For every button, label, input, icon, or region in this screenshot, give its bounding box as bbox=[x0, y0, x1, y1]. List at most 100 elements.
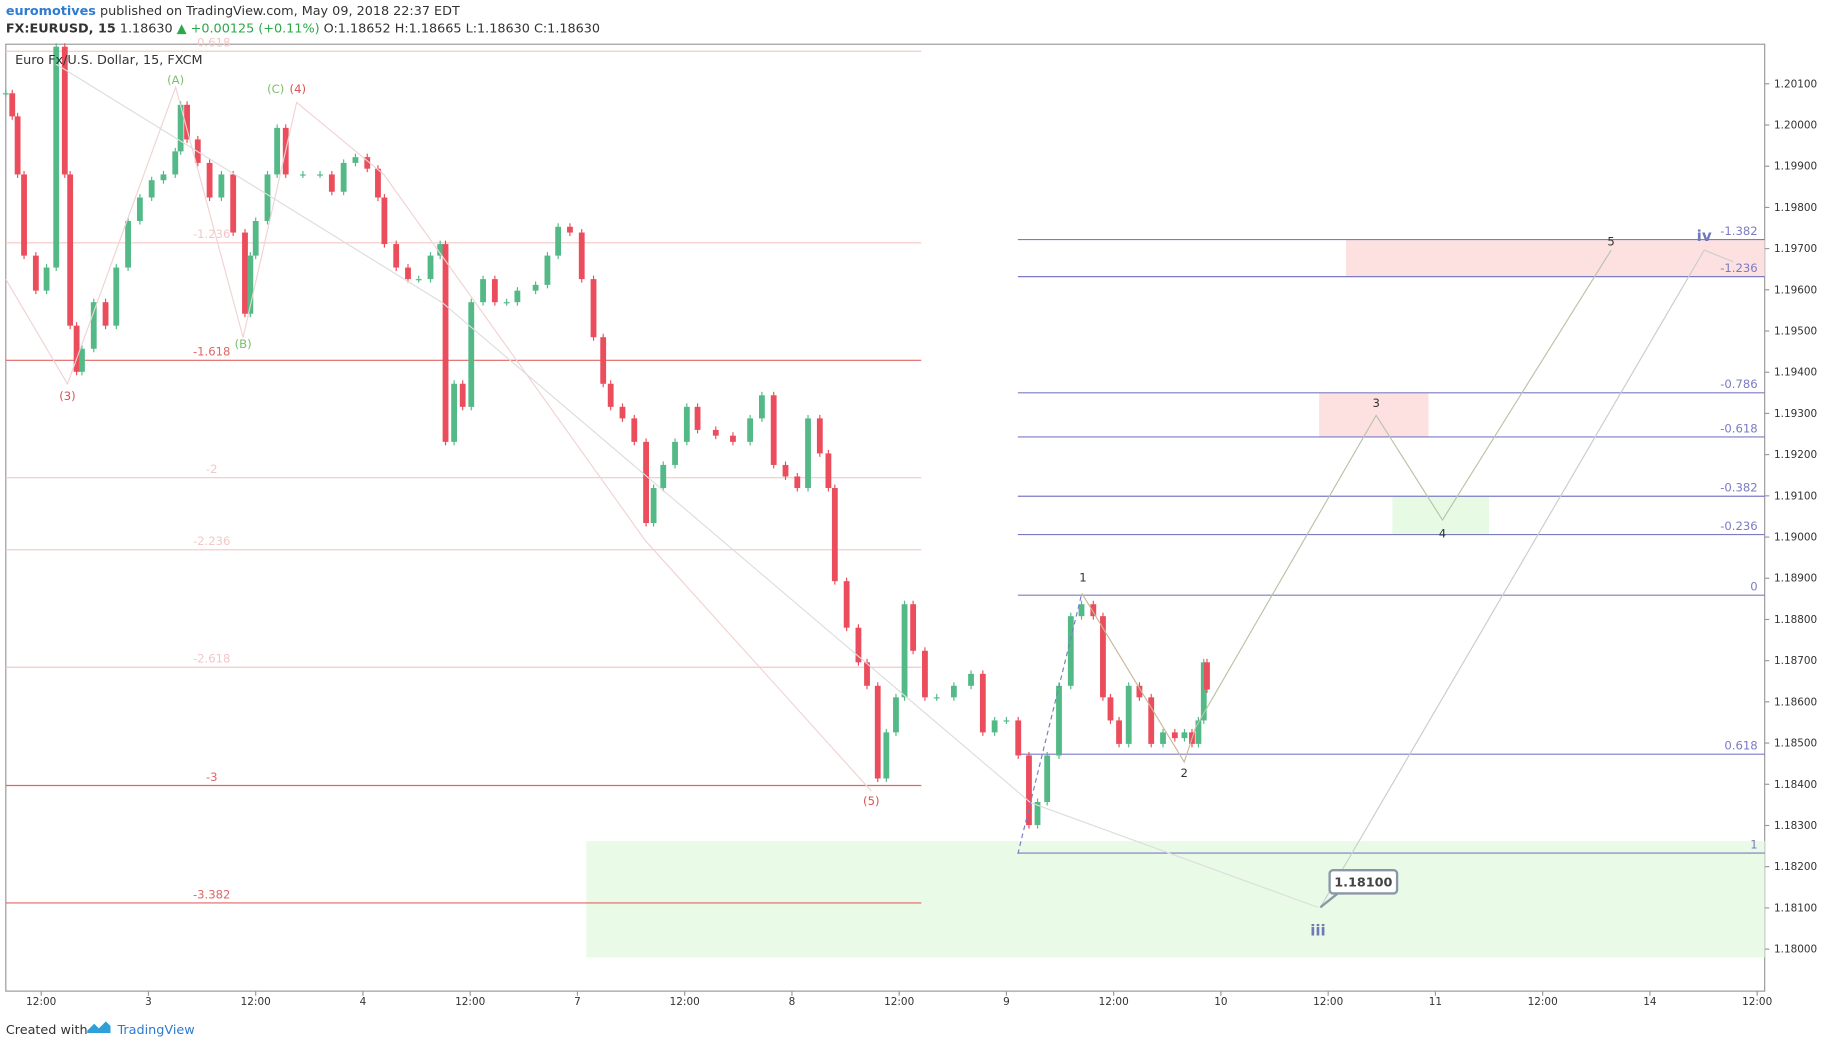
author[interactable]: euromotives bbox=[6, 4, 96, 19]
candle bbox=[825, 453, 832, 489]
candle bbox=[218, 174, 225, 198]
candle bbox=[864, 662, 870, 686]
candle bbox=[883, 732, 890, 779]
candle bbox=[578, 232, 585, 280]
fib-label: -1.236 bbox=[1720, 261, 1757, 275]
projection bbox=[1195, 249, 1612, 728]
candle bbox=[874, 685, 881, 779]
fib-label: -0.618 bbox=[1720, 421, 1757, 435]
candle bbox=[53, 46, 60, 268]
candle bbox=[1026, 755, 1032, 826]
y-tick-label: 1.18900 bbox=[1774, 573, 1817, 585]
wave-label: (5) bbox=[863, 794, 879, 808]
candle bbox=[933, 697, 940, 699]
candle bbox=[910, 604, 917, 651]
wave-label: 3 bbox=[1372, 396, 1379, 410]
projection bbox=[1319, 249, 1734, 908]
y-tick-label: 1.19500 bbox=[1774, 326, 1817, 338]
fib-label: -2 bbox=[206, 462, 218, 476]
candle bbox=[650, 488, 657, 524]
fib-label: -3 bbox=[206, 770, 218, 784]
fib-anchor bbox=[1017, 593, 1083, 855]
candle bbox=[1107, 697, 1114, 721]
callout-pointer bbox=[1319, 892, 1339, 909]
candle bbox=[816, 418, 823, 454]
candle bbox=[991, 720, 998, 733]
candle bbox=[381, 197, 388, 245]
candle bbox=[274, 127, 281, 175]
open: O:1.18652 bbox=[324, 22, 391, 37]
candle bbox=[1136, 685, 1143, 698]
candle bbox=[136, 197, 143, 222]
candle bbox=[950, 685, 957, 698]
candle bbox=[922, 650, 928, 698]
candle bbox=[672, 441, 678, 465]
y-tick-label: 1.18600 bbox=[1774, 696, 1817, 708]
candle bbox=[102, 302, 109, 326]
y-tick-label: 1.18700 bbox=[1774, 655, 1817, 667]
x-tick-label: 14 bbox=[1643, 996, 1657, 1008]
candle bbox=[375, 168, 381, 198]
candle bbox=[340, 162, 347, 192]
candle bbox=[759, 395, 765, 419]
y-tick-label: 1.19700 bbox=[1774, 243, 1817, 255]
candle bbox=[32, 255, 39, 291]
candle bbox=[631, 418, 638, 442]
candle bbox=[9, 93, 16, 117]
candle bbox=[160, 174, 167, 181]
x-tick-label: 12:00 bbox=[241, 996, 271, 1008]
candle bbox=[21, 174, 27, 256]
y-tick-label: 1.19400 bbox=[1774, 367, 1817, 379]
wave-label: (B) bbox=[235, 337, 252, 351]
x-tick-label: 8 bbox=[789, 996, 796, 1008]
published: published on TradingView.com, May 09, 20… bbox=[100, 4, 460, 19]
candle bbox=[1195, 720, 1202, 744]
x-tick-label: 3 bbox=[145, 996, 152, 1008]
candle bbox=[770, 395, 777, 465]
candle bbox=[979, 673, 986, 733]
y-tick-label: 1.19800 bbox=[1774, 202, 1817, 214]
candle bbox=[555, 226, 562, 256]
candle bbox=[67, 174, 74, 326]
fib-label: -1.236 bbox=[193, 227, 230, 241]
y-tick-label: 1.19000 bbox=[1774, 532, 1817, 544]
candle bbox=[532, 284, 539, 291]
candle bbox=[43, 267, 50, 291]
y-tick-label: 1.18500 bbox=[1774, 738, 1817, 750]
x-tick-label: 12:00 bbox=[1313, 996, 1343, 1008]
candle bbox=[415, 279, 422, 281]
footer-brand[interactable]: TradingView bbox=[116, 1023, 194, 1038]
y-tick-label: 1.18800 bbox=[1774, 614, 1817, 626]
target-zone bbox=[586, 841, 1765, 958]
x-tick-label: 12:00 bbox=[1528, 996, 1558, 1008]
candle bbox=[437, 244, 444, 256]
candle bbox=[393, 244, 400, 268]
candle bbox=[1116, 720, 1122, 744]
candle bbox=[514, 290, 521, 303]
candle bbox=[1200, 662, 1207, 721]
x-tick-label: 7 bbox=[574, 996, 581, 1008]
fib-label: -2.236 bbox=[193, 534, 230, 548]
candle bbox=[184, 104, 190, 140]
candle bbox=[90, 302, 97, 349]
x-tick-label: 12:00 bbox=[670, 996, 700, 1008]
y-tick-label: 1.19300 bbox=[1774, 408, 1817, 420]
wave-label: (C) bbox=[267, 82, 284, 96]
candle bbox=[1003, 720, 1010, 722]
candle bbox=[782, 464, 789, 477]
candle bbox=[805, 418, 811, 489]
candle bbox=[730, 435, 736, 442]
candle bbox=[968, 673, 974, 686]
zones bbox=[586, 239, 1765, 958]
low: L:1.18630 bbox=[466, 22, 530, 37]
plot-frame bbox=[5, 43, 1766, 992]
candle bbox=[468, 302, 475, 407]
x-tick-label: 4 bbox=[360, 996, 367, 1008]
fib-label: -3.382 bbox=[193, 887, 230, 901]
y-tick-label: 1.18000 bbox=[1774, 944, 1817, 956]
candle bbox=[459, 383, 466, 407]
y-tick-label: 1.19100 bbox=[1774, 490, 1817, 502]
candle bbox=[694, 406, 701, 430]
target-zone bbox=[1345, 239, 1765, 277]
